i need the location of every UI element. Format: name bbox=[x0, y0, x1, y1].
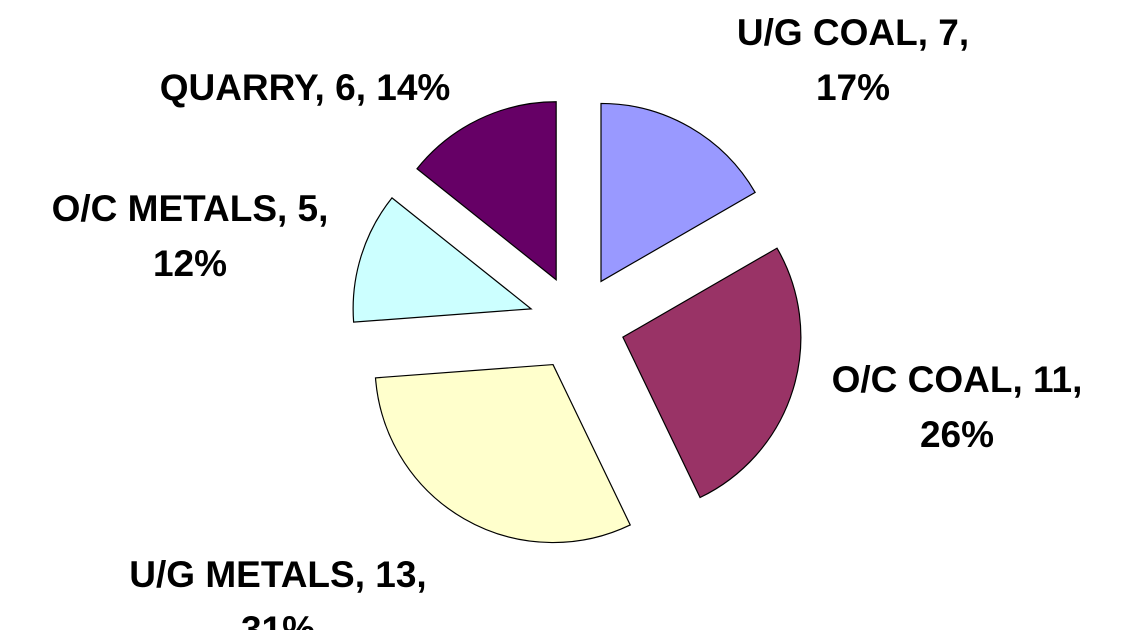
slice-label: 31% bbox=[241, 609, 315, 630]
pie-slice bbox=[416, 101, 557, 281]
slice-label: 17% bbox=[816, 67, 890, 108]
slice-label: O/C COAL, 11, bbox=[832, 359, 1083, 400]
pie-slice bbox=[600, 102, 756, 283]
slice-label: 12% bbox=[153, 243, 227, 284]
slice-label: U/G COAL, 7, bbox=[737, 12, 969, 53]
slice-label: QUARRY, 6, 14% bbox=[160, 67, 451, 108]
slice-label: U/G METALS, 13, bbox=[129, 554, 426, 595]
pie-slice bbox=[622, 247, 802, 499]
slice-label: 26% bbox=[920, 414, 994, 455]
slice-label: O/C METALS, 5, bbox=[52, 188, 329, 229]
pie-slice bbox=[374, 363, 632, 544]
pie-slice bbox=[352, 197, 533, 323]
